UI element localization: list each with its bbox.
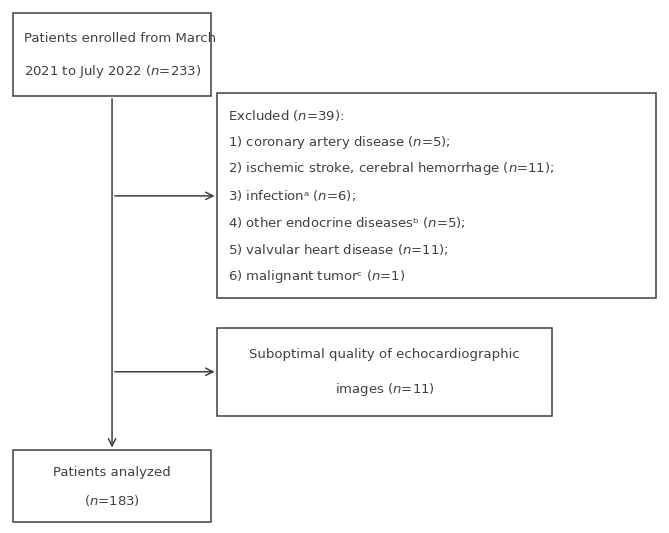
FancyBboxPatch shape [217, 93, 656, 298]
Text: Excluded ($n$=39):: Excluded ($n$=39): [228, 108, 345, 123]
Text: 2021 to July 2022 ($n$=233): 2021 to July 2022 ($n$=233) [24, 62, 201, 79]
Text: 5) valvular heart disease ($n$=11);: 5) valvular heart disease ($n$=11); [228, 242, 449, 257]
FancyBboxPatch shape [217, 328, 552, 416]
Text: 6) malignant tumorᶜ ($n$=1): 6) malignant tumorᶜ ($n$=1) [228, 268, 405, 285]
Text: Patients enrolled from March: Patients enrolled from March [24, 32, 216, 45]
Text: 4) other endocrine diseasesᵇ ($n$=5);: 4) other endocrine diseasesᵇ ($n$=5); [228, 215, 466, 230]
Text: Patients analyzed: Patients analyzed [53, 466, 171, 479]
Text: 2) ischemic stroke, cerebral hemorrhage ($n$=11);: 2) ischemic stroke, cerebral hemorrhage … [228, 160, 555, 177]
Text: 3) infectionᵃ ($n$=6);: 3) infectionᵃ ($n$=6); [228, 188, 356, 204]
Text: 1) coronary artery disease ($n$=5);: 1) coronary artery disease ($n$=5); [228, 134, 451, 151]
Text: images ($n$=11): images ($n$=11) [334, 381, 435, 398]
Text: ($n$=183): ($n$=183) [84, 492, 140, 507]
FancyBboxPatch shape [13, 450, 211, 522]
FancyBboxPatch shape [13, 13, 211, 96]
Text: Suboptimal quality of echocardiographic: Suboptimal quality of echocardiographic [250, 348, 520, 360]
